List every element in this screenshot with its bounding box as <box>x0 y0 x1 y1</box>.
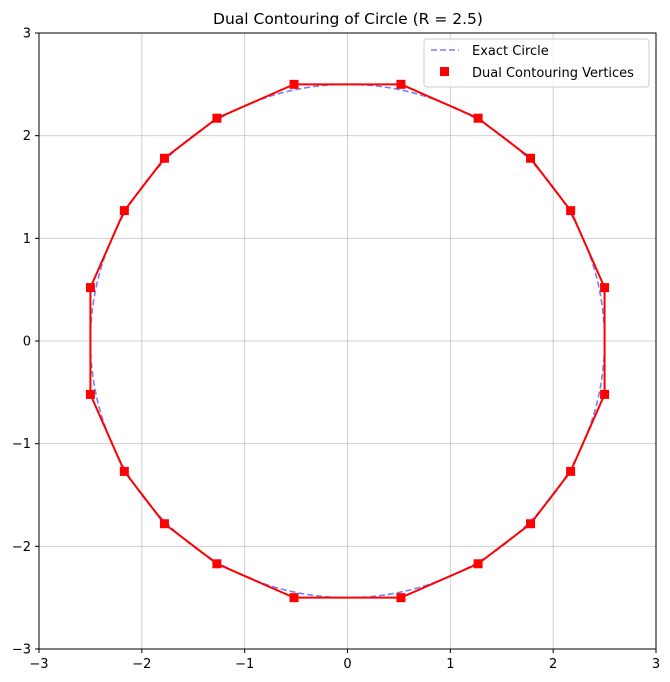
legend-box <box>423 38 650 88</box>
vertex-marker <box>600 283 610 293</box>
vertex-marker <box>119 466 129 476</box>
vertex-marker <box>212 113 222 123</box>
vertex-marker <box>85 389 95 399</box>
legend-exact-circle-label: Exact Circle <box>472 44 549 59</box>
x-tick-label: 3 <box>652 657 660 672</box>
vertex-marker <box>566 466 576 476</box>
vertex-marker <box>566 206 576 216</box>
vertex-marker <box>396 593 406 603</box>
x-tick-label: 1 <box>446 657 454 672</box>
vertex-marker-layer <box>85 79 610 603</box>
vertex-marker <box>473 559 483 569</box>
vertex-marker <box>159 153 169 163</box>
x-tick-label: −1 <box>235 657 254 672</box>
y-tick-label: 0 <box>23 335 31 350</box>
vertex-marker <box>600 389 610 399</box>
x-tick-label: −3 <box>29 657 48 672</box>
vertex-marker <box>85 283 95 293</box>
grid <box>38 32 657 650</box>
y-tick-label: 3 <box>23 27 31 42</box>
y-tick-label: −1 <box>12 437 31 452</box>
legend-vertices-swatch <box>440 67 449 76</box>
y-tick-label: 1 <box>23 232 31 247</box>
y-tick-label: −3 <box>12 643 31 658</box>
x-tick-label: −2 <box>132 657 151 672</box>
y-tick-label: −2 <box>12 540 31 555</box>
vertex-marker <box>526 153 536 163</box>
y-tick-label: 2 <box>23 129 31 144</box>
vertex-marker <box>119 206 129 216</box>
legend: Exact Circle Dual Contouring Vertices <box>423 38 650 88</box>
x-tick-label: 2 <box>549 657 557 672</box>
vertex-marker <box>396 79 406 89</box>
vertex-marker <box>212 559 222 569</box>
vertex-marker <box>473 113 483 123</box>
vertex-marker <box>289 79 299 89</box>
legend-vertices-label: Dual Contouring Vertices <box>472 66 634 81</box>
vertex-marker <box>526 519 536 529</box>
axis-ticks: −3 −2 −1 0 1 2 3 −3 −2 −1 0 1 2 3 <box>12 27 660 673</box>
vertex-marker <box>289 593 299 603</box>
x-tick-label: 0 <box>343 657 351 672</box>
vertex-marker <box>159 519 169 529</box>
chart-title: Dual Contouring of Circle (R = 2.5) <box>213 10 483 28</box>
